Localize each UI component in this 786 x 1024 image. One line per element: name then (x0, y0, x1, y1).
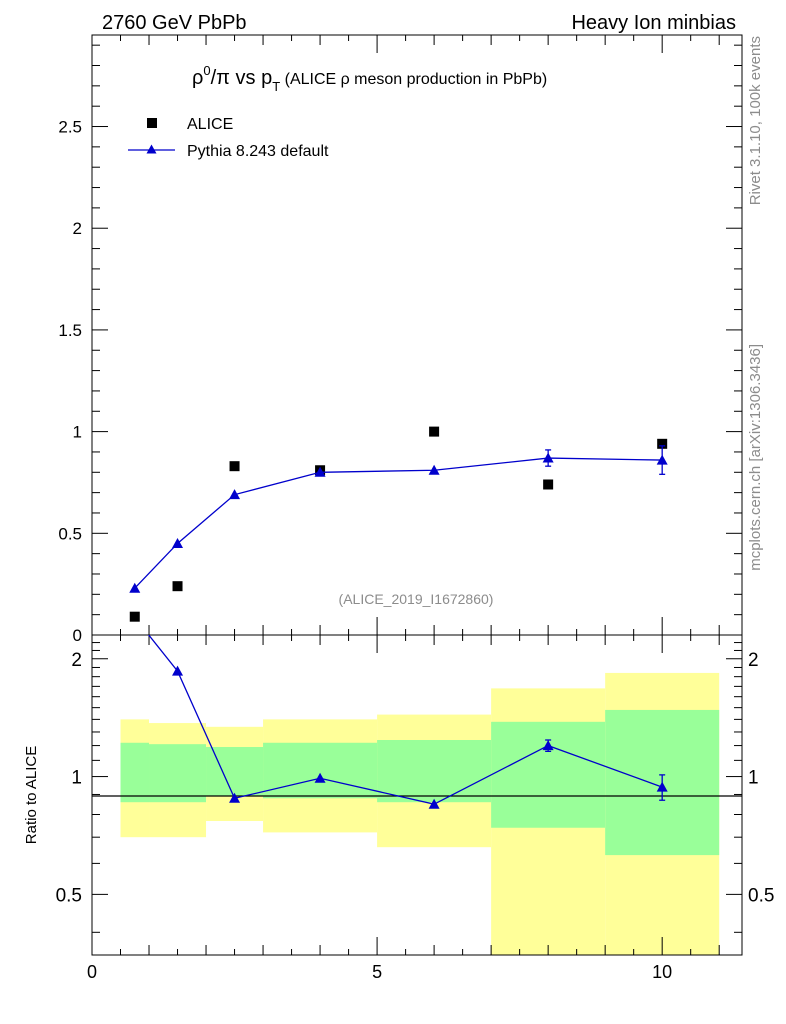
legend-marker-alice (147, 118, 157, 128)
ratio-point (229, 792, 241, 803)
pythia-line (134, 457, 663, 589)
mcplots-label: mcplots.cern.ch [arXiv:1306.3436] (747, 344, 764, 571)
alice-point (229, 461, 240, 472)
x-tick-label: 0 (87, 962, 97, 982)
pythia-point (314, 466, 326, 477)
lower-frame (91, 634, 743, 956)
lower-y-tick-label-right: 1 (748, 768, 759, 789)
inner-uncertainty-band (377, 740, 492, 803)
upper-panel: 0.5 1 1.5 2 2.5 0 (58, 34, 743, 645)
x-tick-label: 10 (652, 962, 672, 982)
ratio-point (542, 740, 554, 751)
inner-uncertainty-band (263, 742, 378, 799)
ratio-point (314, 772, 326, 783)
lower-y-tick-label: 0.5 (56, 885, 82, 906)
upper-data (129, 426, 668, 622)
ratio-point (428, 798, 440, 809)
pythia-point (656, 454, 668, 465)
upper-bottom-cut-label: 0 (73, 626, 82, 645)
ratio-point (656, 781, 668, 792)
legend-marker-pythia (146, 144, 157, 154)
lower-y-tick-label-right: 0.5 (748, 885, 774, 906)
inner-uncertainty-band (149, 744, 207, 803)
ratio-point (172, 665, 184, 676)
pythia-point (129, 582, 141, 593)
lower-y-label: Ratio to ALICE (23, 746, 40, 844)
upper-y-tick-label: 2 (73, 219, 82, 238)
plot-title: ρ0/π vs pT (ALICE ρ meson production in … (192, 63, 547, 94)
alice-point (429, 426, 440, 437)
upper-x-ticks (91, 35, 720, 635)
pythia-point (172, 537, 184, 548)
pythia-point (229, 489, 241, 500)
lower-data (147, 635, 668, 809)
header-right: Heavy Ion minbias (571, 12, 736, 34)
analysis-watermark: (ALICE_2019_I1672860) (339, 591, 494, 607)
alice-point (172, 581, 183, 592)
header-left: 2760 GeV PbPb (102, 12, 247, 34)
x-tick-label: 5 (372, 962, 382, 982)
lower-panel: 0.5 0.5 1 1 2 2 0 5 10 Ratio to ALICE (23, 634, 774, 982)
lower-y-tick-label-right: 2 (748, 650, 759, 671)
upper-y-tick-label: 1 (73, 423, 82, 442)
legend-label-pythia: Pythia 8.243 default (187, 143, 329, 160)
alice-point (543, 479, 554, 490)
lower-y-axis: 0.5 0.5 1 1 2 2 (56, 642, 774, 933)
legend: ALICE Pythia 8.243 default (128, 116, 329, 160)
lower-x-axis: 0 5 10 (87, 635, 720, 982)
ratio-series (147, 635, 668, 809)
uncertainty-bands (120, 672, 720, 955)
pythia-point (542, 452, 554, 463)
pythia-point (428, 464, 440, 475)
inner-uncertainty-band (120, 742, 150, 803)
lower-y-tick-label: 2 (71, 650, 82, 671)
alice-point (657, 438, 668, 449)
upper-y-tick-label: 0.5 (58, 524, 82, 543)
legend-label-alice: ALICE (187, 116, 233, 133)
upper-y-tick-label: 1.5 (58, 321, 82, 340)
lower-y-tick-label: 1 (71, 768, 82, 789)
upper-y-axis: 0.5 1 1.5 2 2.5 (58, 44, 742, 616)
alice-point (129, 611, 140, 622)
inner-uncertainty-band (491, 721, 606, 828)
upper-y-tick-label: 2.5 (58, 118, 82, 137)
rivet-label: Rivet 3.1.10, 100k events (747, 36, 764, 205)
